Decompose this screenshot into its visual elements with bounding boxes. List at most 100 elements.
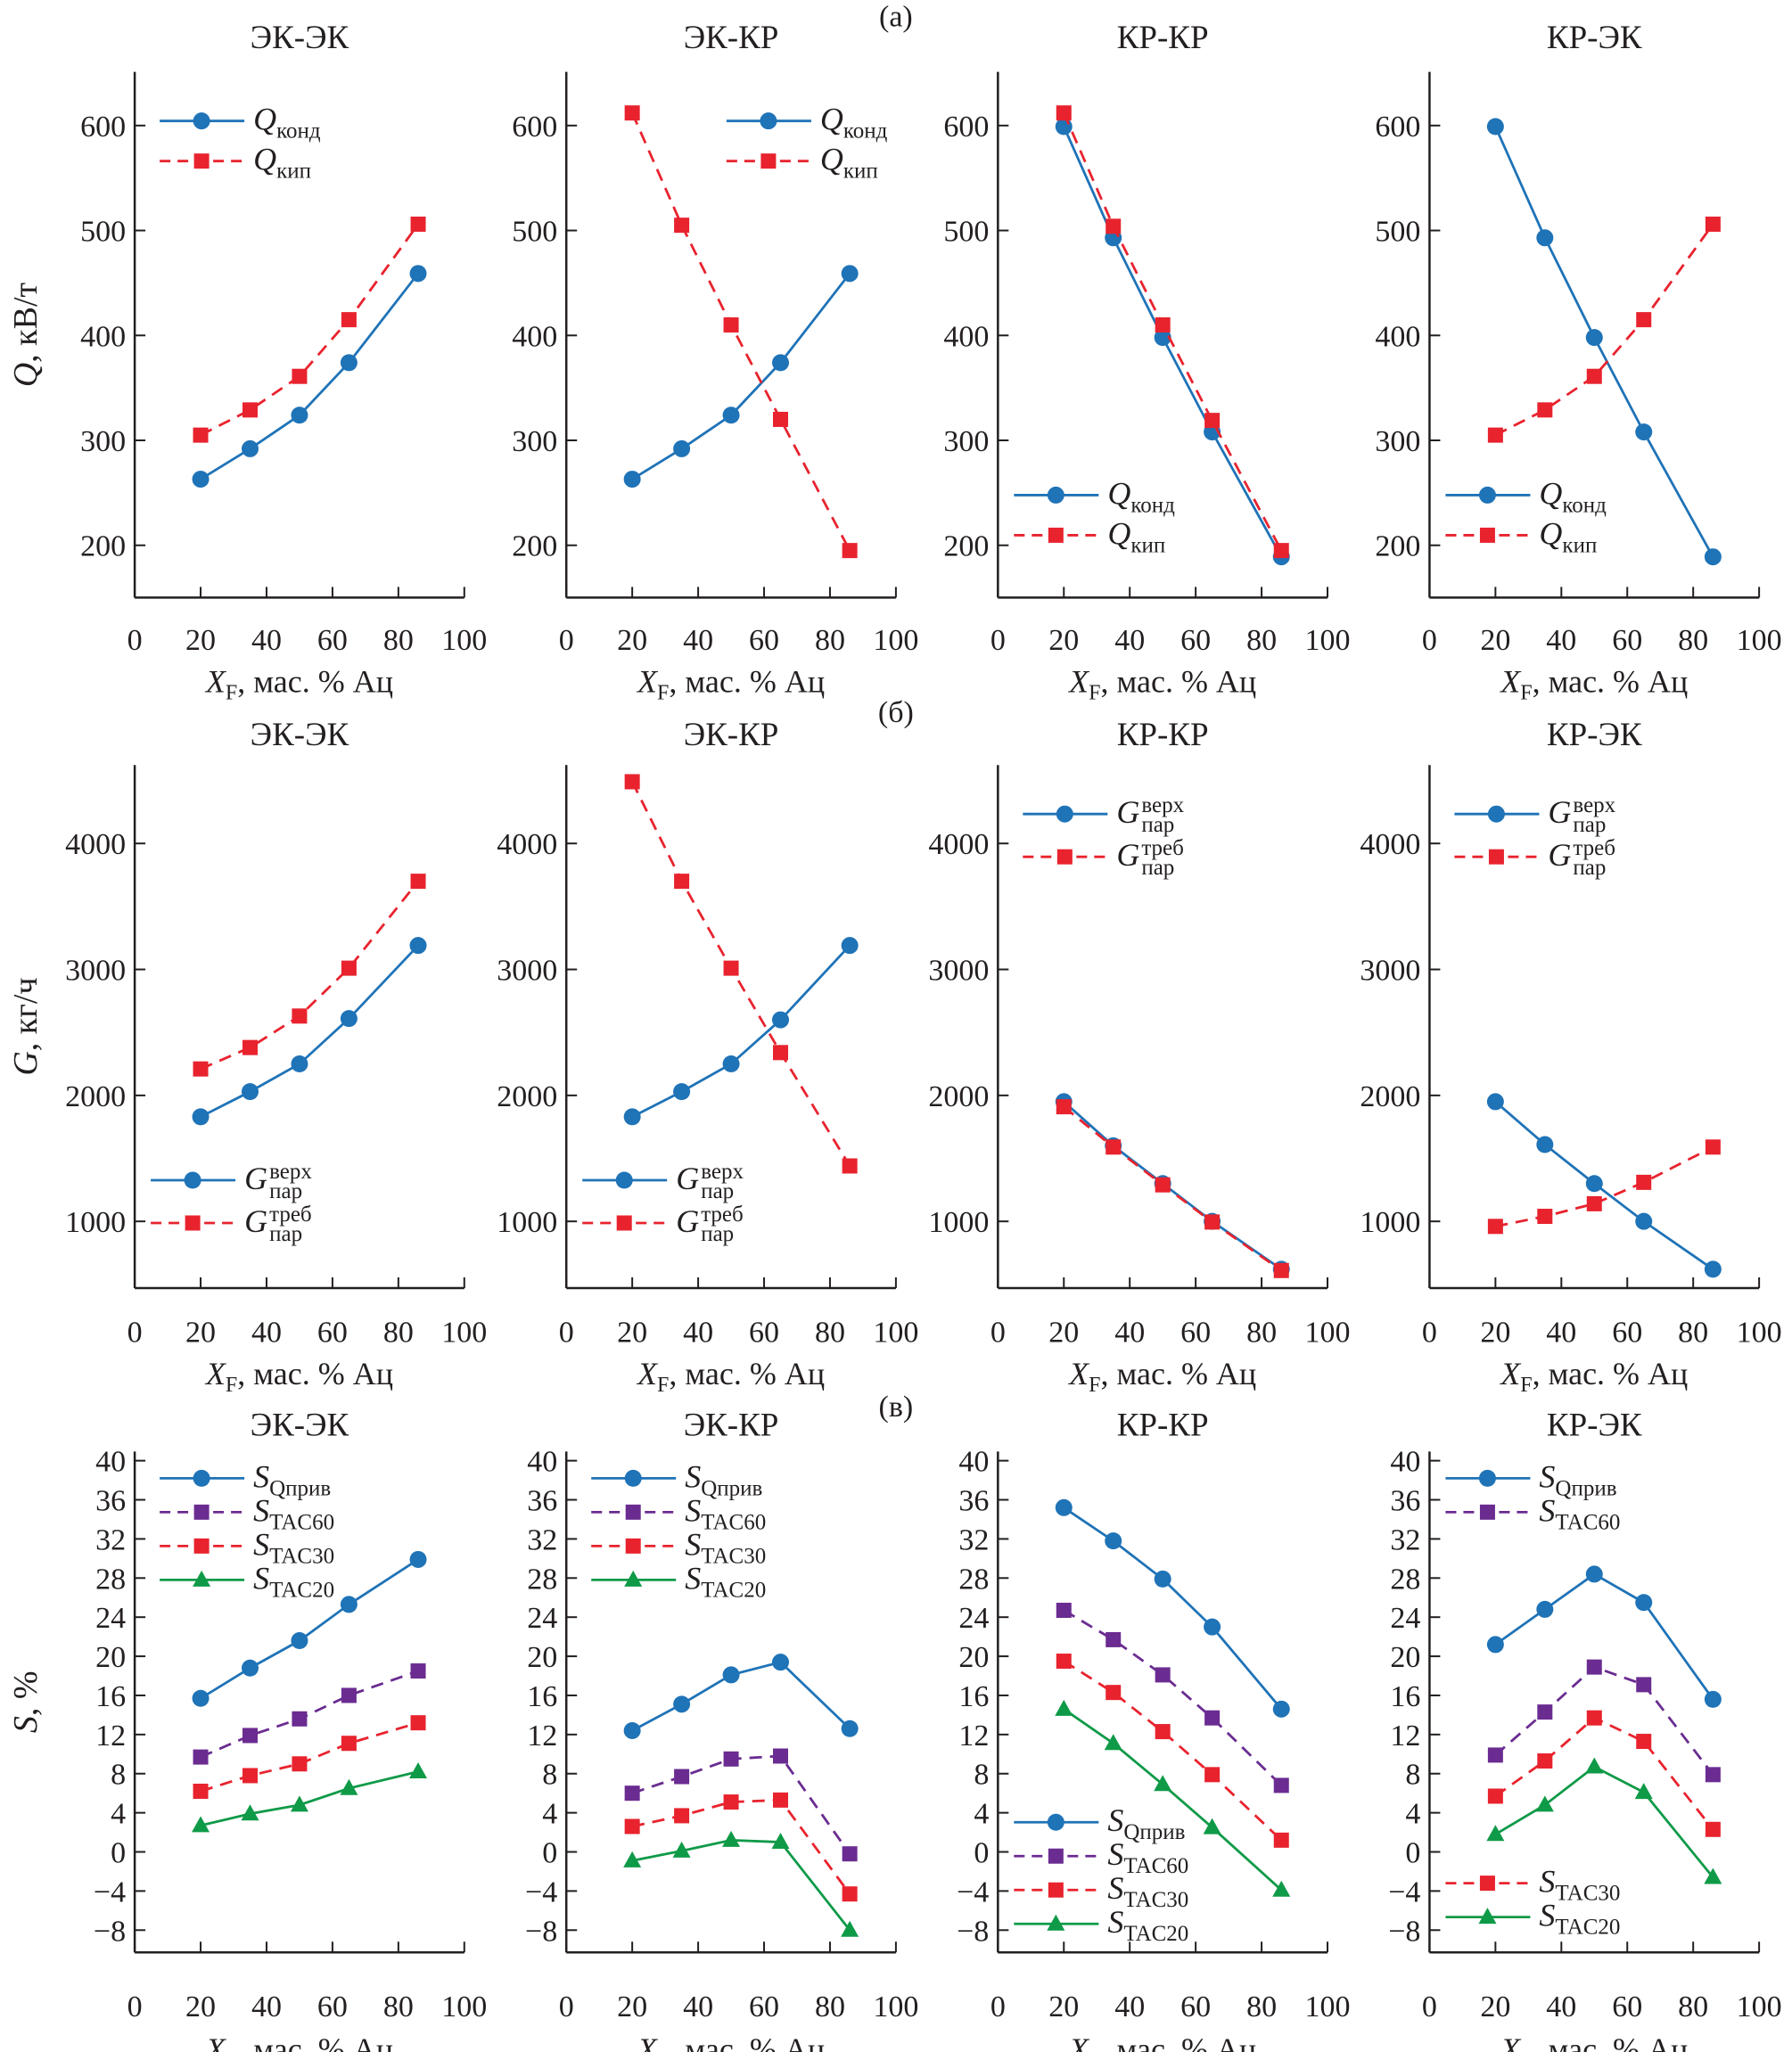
series-line — [200, 272, 420, 480]
x-axis-label: XF, мас. % Ац — [636, 2031, 825, 2052]
y-tick-label: 28 — [1390, 1563, 1420, 1596]
xlabel-var: X — [1067, 1356, 1090, 1391]
legend-item: STAC30 — [160, 1526, 334, 1568]
data-point — [192, 471, 210, 488]
legend-item: Gтреб пар — [1023, 836, 1184, 880]
chart-title: КР-КР — [1117, 717, 1209, 753]
legend-sub: TAC60 — [269, 1510, 334, 1534]
x-tick-label: 0 — [991, 624, 1006, 657]
legend-sub: кип — [1562, 533, 1597, 557]
x-tick-label: 60 — [1180, 1316, 1211, 1349]
legend-label: Qкип — [1539, 515, 1597, 557]
xlabel-sub: F — [226, 2049, 237, 2052]
legend-item: Qкип — [726, 142, 878, 184]
legend-item: STAC60 — [1445, 1492, 1620, 1534]
x-axis-label: XF, мас. % Ац — [1499, 2031, 1688, 2052]
legend-label: Gтреб пар — [676, 1202, 744, 1246]
data-point — [1585, 1757, 1604, 1774]
legend-item: STAC20 — [1445, 1898, 1620, 1940]
data-point — [242, 1039, 258, 1055]
series-line — [631, 1661, 851, 1732]
y-tick-label: 4 — [1405, 1798, 1420, 1831]
x-tick-label: 100 — [441, 1316, 487, 1349]
y-tick-label: 36 — [95, 1485, 126, 1518]
data-point — [192, 1689, 210, 1707]
x-tick-label: 80 — [1246, 624, 1277, 657]
data-point — [1586, 1659, 1602, 1675]
x-tick-label: 0 — [127, 1990, 143, 2023]
panel-row-label: (в) — [879, 1391, 914, 1424]
data-point — [1056, 105, 1072, 121]
x-tick-label: 60 — [317, 624, 348, 657]
y-tick-label: 24 — [95, 1602, 126, 1635]
xlabel-sub: F — [1089, 1374, 1100, 1397]
chart-panel: ЭК-КР −8 −4 0 4 8 12 16 20 24 28 32 36 40 0 20 40 60 80 100… — [525, 1407, 918, 2052]
data-point — [1635, 423, 1653, 441]
legend-item: SQприв — [160, 1458, 331, 1500]
x-tick-label: 100 — [1737, 1316, 1782, 1349]
legend-main: S — [1539, 1492, 1555, 1528]
x-tick-label: 100 — [441, 624, 487, 657]
data-point — [341, 312, 357, 328]
series-line — [630, 112, 851, 552]
series-line — [1063, 1506, 1283, 1711]
legend-marker — [1048, 1848, 1064, 1864]
data-point — [672, 1841, 691, 1858]
data-point — [722, 406, 740, 424]
x-tick-label: 80 — [383, 1990, 414, 2023]
legend-marker — [1047, 1813, 1065, 1831]
legend-item: Qконд — [1014, 475, 1175, 517]
y-tick-label: 300 — [943, 425, 989, 458]
y-tick-label: 600 — [943, 111, 989, 144]
xlabel-rest: , мас. % Ац — [1533, 664, 1689, 700]
y-tick-label: 28 — [95, 1563, 126, 1596]
legend-marker — [1056, 805, 1073, 823]
xlabel-rest: , мас. % Ац — [669, 2031, 825, 2052]
y-tick-label: 36 — [527, 1485, 557, 1518]
legend-sub: кип — [843, 160, 878, 184]
data-point — [1536, 1136, 1554, 1153]
y-tick-label: 2000 — [497, 1080, 557, 1113]
chart-panel: ЭК-КР 200 300 400 500 600 0 20 40 60 80 100 XF, мас.… — [512, 20, 918, 705]
x-tick-label: 60 — [1180, 624, 1211, 657]
y-tick-label: 28 — [527, 1563, 557, 1596]
legend-label: STAC60 — [1107, 1836, 1188, 1878]
y-tick-label: 200 — [1375, 530, 1420, 563]
data-point — [842, 543, 858, 559]
panel-row-label: (б) — [878, 696, 914, 729]
data-point — [1705, 1139, 1721, 1155]
data-point — [1273, 1832, 1289, 1848]
legend-sup: верх — [1141, 793, 1184, 817]
legend-label: STAC60 — [1539, 1492, 1620, 1534]
xlabel-sub: F — [226, 1374, 237, 1397]
legend-sub: Qприв — [269, 1476, 331, 1500]
legend-marker — [760, 112, 777, 130]
y-tick-label: 600 — [1375, 111, 1420, 144]
x-tick-label: 40 — [1546, 1990, 1576, 2023]
legend-sub: Qприв — [1123, 1820, 1185, 1844]
legend-item: Gтреб пар — [1454, 836, 1615, 880]
legend-label: STAC30 — [1107, 1870, 1188, 1912]
legend-item: Gтреб пар — [582, 1202, 744, 1246]
y-tick-label: 12 — [527, 1720, 557, 1752]
data-point — [723, 317, 739, 333]
x-tick-label: 0 — [991, 1316, 1006, 1349]
x-axis-label: XF, мас. % Ац — [204, 1356, 393, 1397]
legend-main: Q — [1107, 475, 1130, 511]
x-tick-label: 0 — [127, 624, 143, 657]
data-point — [291, 1632, 308, 1650]
x-tick-label: 100 — [873, 1990, 918, 2023]
x-axis-label: XF, мас. % Ац — [1499, 1356, 1688, 1397]
chart-title: ЭК-ЭК — [251, 1407, 349, 1443]
data-point — [292, 368, 308, 384]
y-tick-label: 40 — [95, 1446, 126, 1479]
data-point — [1273, 543, 1289, 559]
y-tick-label: 20 — [527, 1641, 557, 1674]
data-point — [1487, 1219, 1503, 1235]
y-tick-label: 8 — [542, 1759, 557, 1792]
legend-item: STAC20 — [1014, 1904, 1188, 1946]
data-point — [340, 1010, 358, 1028]
data-point — [1537, 1209, 1553, 1225]
x-tick-label: 0 — [559, 624, 574, 657]
data-point — [1105, 1532, 1122, 1550]
